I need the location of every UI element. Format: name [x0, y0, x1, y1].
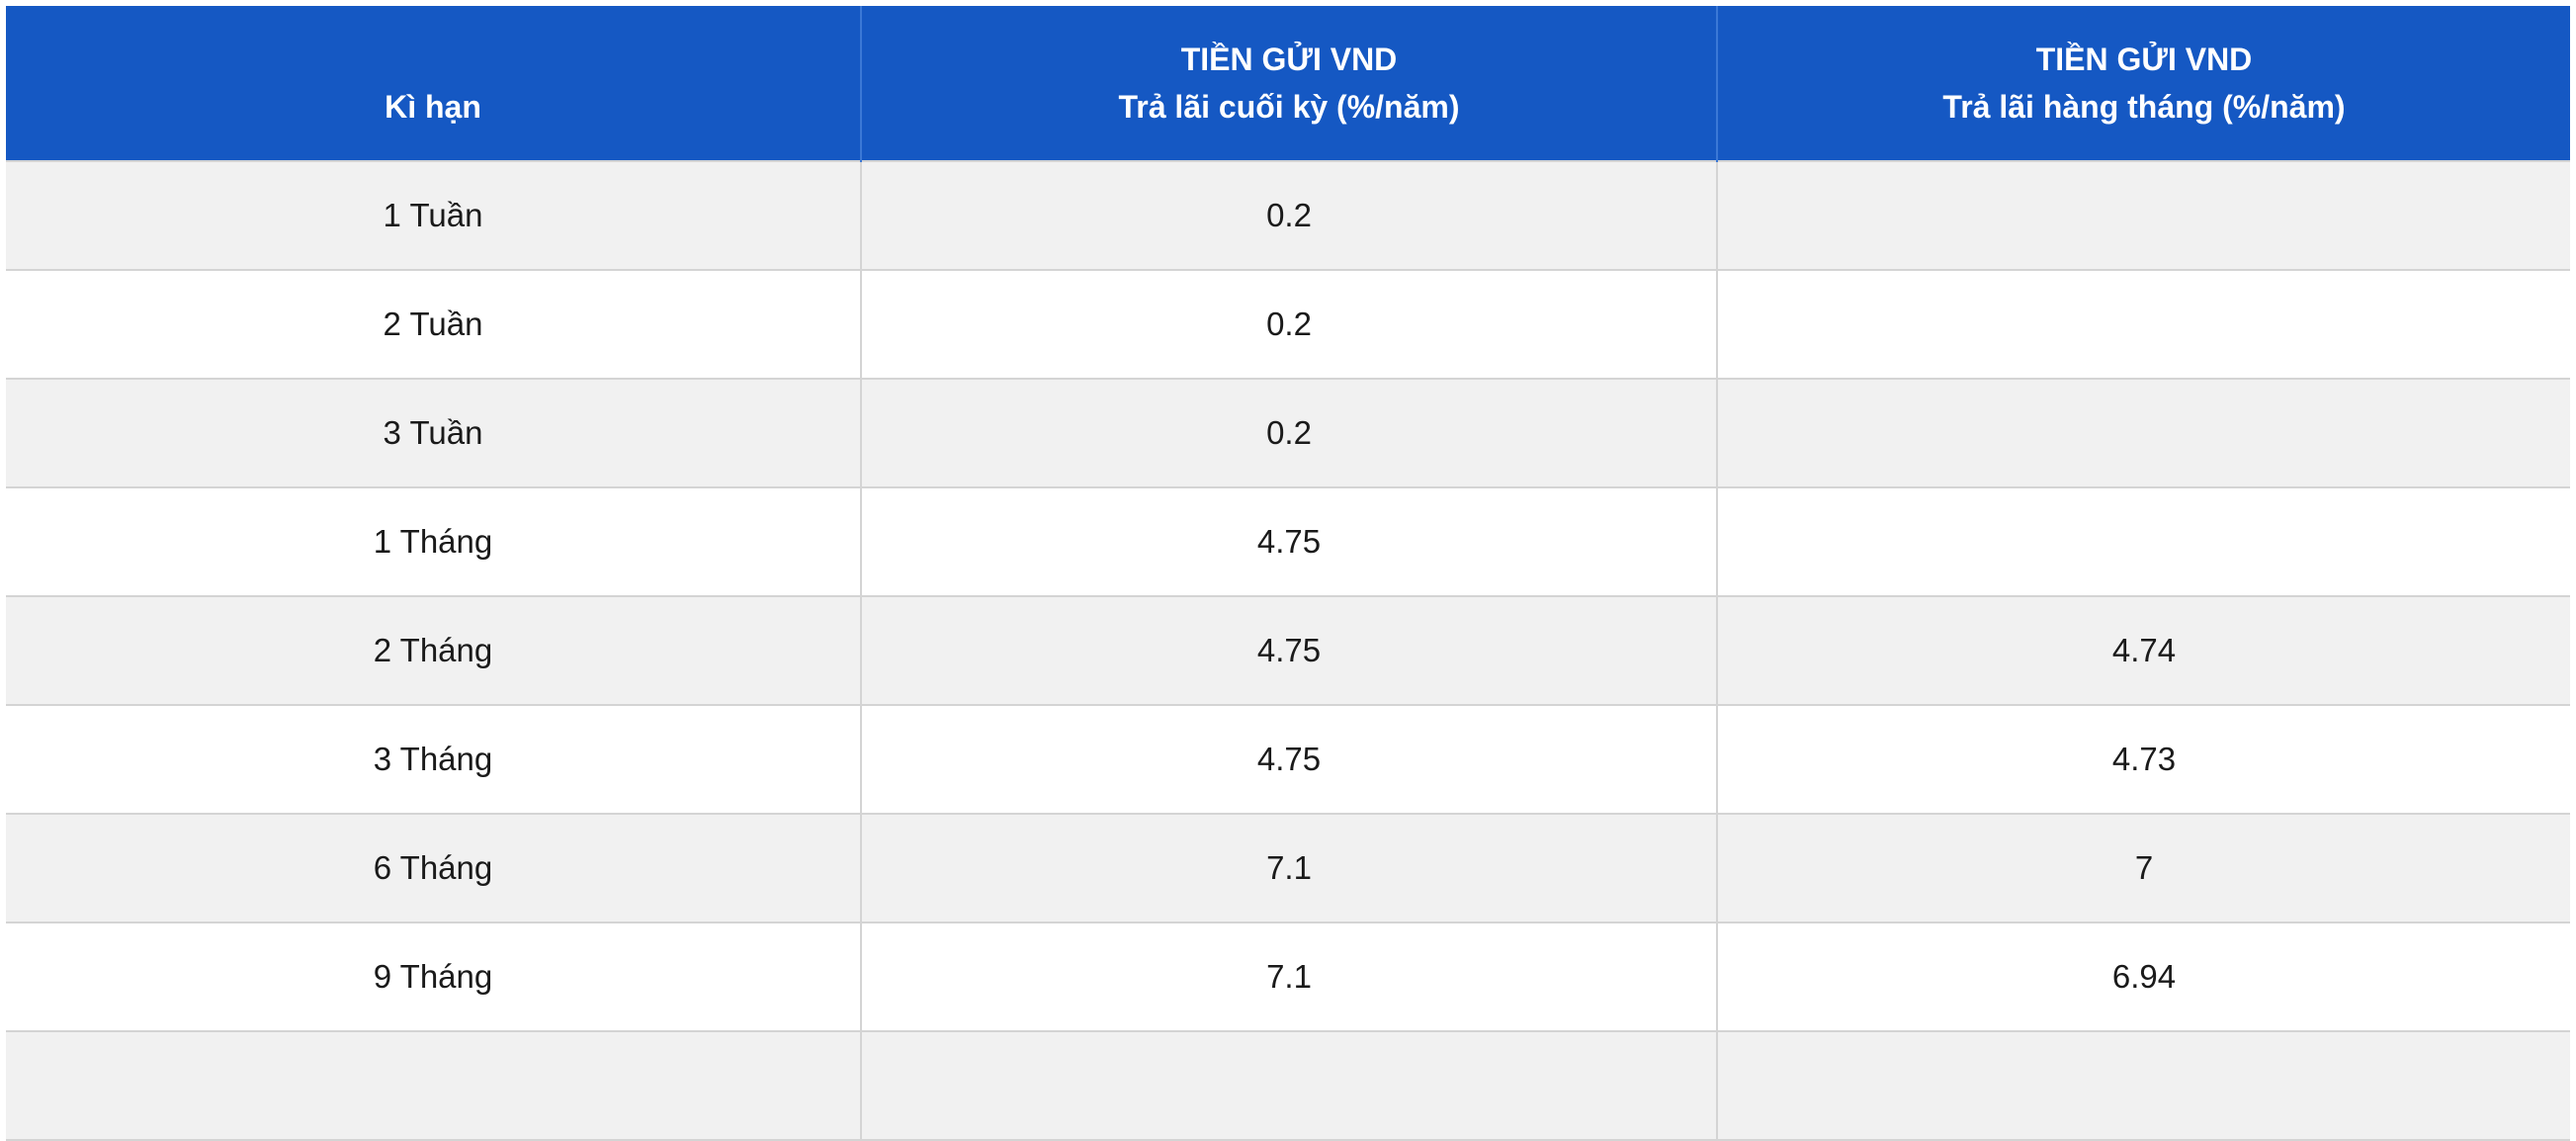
- end-of-term-rate-cell: 0.2: [860, 269, 1718, 380]
- header-end-of-term-rate: TIỀN GỬI VND Trả lãi cuối kỳ (%/năm): [860, 6, 1718, 161]
- term-cell: 2 Tháng: [6, 595, 862, 706]
- table-row: 2 Tháng 4.75 4.74: [6, 595, 2570, 706]
- end-of-term-rate-cell: 4.75: [860, 704, 1718, 815]
- monthly-rate-cell: [1716, 1030, 2570, 1141]
- table-header: Kì hạn TIỀN GỬI VND Trả lãi cuối kỳ (%/n…: [6, 6, 2570, 161]
- table-row: 1 Tháng 4.75: [6, 486, 2570, 597]
- term-cell: 3 Tuần: [6, 378, 862, 488]
- end-of-term-rate-cell: [860, 1030, 1718, 1141]
- end-of-term-rate-cell: 7.1: [860, 813, 1718, 923]
- table-row: 2 Tuần 0.2: [6, 269, 2570, 380]
- table-row-partial: [6, 1030, 2570, 1141]
- table-body: 1 Tuần 0.2 2 Tuần 0.2 3 Tuần 0.2 1 Tháng…: [6, 160, 2570, 1141]
- header-term-label: Kì hạn: [385, 89, 481, 125]
- monthly-rate-cell: 4.73: [1716, 704, 2570, 815]
- table-row: 6 Tháng 7.1 7: [6, 813, 2570, 923]
- header-monthly-title: TIỀN GỬI VND: [2035, 42, 2253, 77]
- monthly-rate-cell: 7: [1716, 813, 2570, 923]
- term-cell: 1 Tháng: [6, 486, 862, 597]
- table-row: 3 Tháng 4.75 4.73: [6, 704, 2570, 815]
- term-cell: 3 Tháng: [6, 704, 862, 815]
- end-of-term-rate-cell: 0.2: [860, 378, 1718, 488]
- interest-rate-table: Kì hạn TIỀN GỬI VND Trả lãi cuối kỳ (%/n…: [6, 6, 2570, 1141]
- header-end-of-term-title: TIỀN GỬI VND: [1180, 42, 1398, 77]
- term-cell: 1 Tuần: [6, 160, 862, 271]
- end-of-term-rate-cell: 7.1: [860, 922, 1718, 1032]
- end-of-term-rate-cell: 4.75: [860, 486, 1718, 597]
- end-of-term-rate-cell: 0.2: [860, 160, 1718, 271]
- monthly-rate-cell: 6.94: [1716, 922, 2570, 1032]
- monthly-rate-cell: 4.74: [1716, 595, 2570, 706]
- monthly-rate-cell: [1716, 378, 2570, 488]
- term-cell: [6, 1030, 862, 1141]
- monthly-rate-cell: [1716, 160, 2570, 271]
- end-of-term-rate-cell: 4.75: [860, 595, 1718, 706]
- header-term: Kì hạn: [6, 6, 862, 161]
- term-cell: 9 Tháng: [6, 922, 862, 1032]
- monthly-rate-cell: [1716, 486, 2570, 597]
- header-row: Kì hạn TIỀN GỬI VND Trả lãi cuối kỳ (%/n…: [6, 6, 2570, 161]
- header-end-of-term-subtitle: Trả lãi cuối kỳ (%/năm): [1118, 89, 1460, 125]
- header-monthly-rate: TIỀN GỬI VND Trả lãi hàng tháng (%/năm): [1716, 6, 2570, 161]
- monthly-rate-cell: [1716, 269, 2570, 380]
- table-row: 1 Tuần 0.2: [6, 160, 2570, 271]
- header-monthly-subtitle: Trả lãi hàng tháng (%/năm): [1942, 89, 2346, 125]
- term-cell: 6 Tháng: [6, 813, 862, 923]
- term-cell: 2 Tuần: [6, 269, 862, 380]
- interest-rate-table-container: Kì hạn TIỀN GỬI VND Trả lãi cuối kỳ (%/n…: [6, 6, 2570, 1141]
- table-row: 3 Tuần 0.2: [6, 378, 2570, 488]
- table-row: 9 Tháng 7.1 6.94: [6, 922, 2570, 1032]
